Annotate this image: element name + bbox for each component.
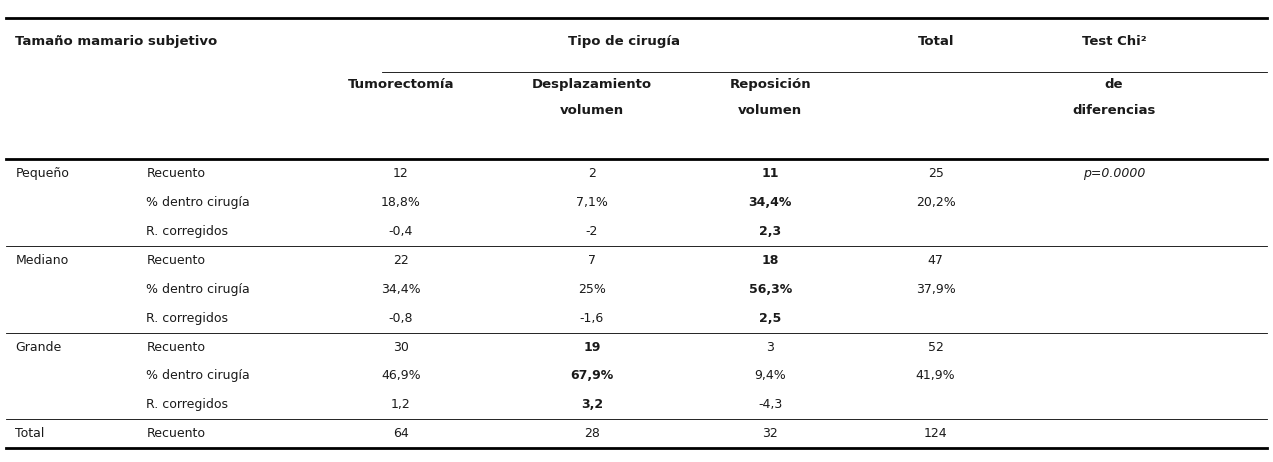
- Text: 67,9%: 67,9%: [570, 370, 614, 383]
- Text: 7,1%: 7,1%: [575, 196, 608, 209]
- Text: 25%: 25%: [578, 283, 606, 296]
- Text: Tumorectomía: Tumorectomía: [348, 78, 454, 91]
- Text: 56,3%: 56,3%: [749, 283, 792, 296]
- Text: 12: 12: [393, 167, 409, 180]
- Text: 34,4%: 34,4%: [381, 283, 421, 296]
- Text: % dentro cirugía: % dentro cirugía: [146, 283, 251, 296]
- Text: 30: 30: [393, 340, 409, 353]
- Text: % dentro cirugía: % dentro cirugía: [146, 196, 251, 209]
- Text: Recuento: Recuento: [146, 340, 205, 353]
- Text: de: de: [1105, 78, 1123, 91]
- Text: 32: 32: [763, 427, 778, 440]
- Text: 3: 3: [766, 340, 774, 353]
- Text: Recuento: Recuento: [146, 254, 205, 267]
- Text: p=0.0000: p=0.0000: [1083, 167, 1144, 180]
- Text: 18: 18: [761, 254, 779, 267]
- Text: R. corregidos: R. corregidos: [146, 312, 228, 325]
- Text: Reposición: Reposición: [729, 78, 811, 91]
- Text: Total: Total: [918, 35, 953, 48]
- Text: -0,8: -0,8: [388, 312, 414, 325]
- Text: R. corregidos: R. corregidos: [146, 225, 228, 238]
- Text: diferencias: diferencias: [1072, 104, 1156, 117]
- Text: % dentro cirugía: % dentro cirugía: [146, 370, 251, 383]
- Text: -4,3: -4,3: [757, 398, 783, 411]
- Text: -1,6: -1,6: [579, 312, 605, 325]
- Text: Recuento: Recuento: [146, 167, 205, 180]
- Text: 52: 52: [928, 340, 943, 353]
- Text: 47: 47: [928, 254, 943, 267]
- Text: 19: 19: [583, 340, 601, 353]
- Text: Pequeño: Pequeño: [15, 167, 69, 180]
- Text: Tamaño mamario subjetivo: Tamaño mamario subjetivo: [15, 35, 218, 48]
- Text: 25: 25: [928, 167, 943, 180]
- Text: volumen: volumen: [560, 104, 624, 117]
- Text: 124: 124: [924, 427, 947, 440]
- Text: 2,3: 2,3: [759, 225, 782, 238]
- Text: -2: -2: [586, 225, 598, 238]
- Text: 1,2: 1,2: [391, 398, 411, 411]
- Text: 20,2%: 20,2%: [915, 196, 956, 209]
- Text: Desplazamiento: Desplazamiento: [532, 78, 652, 91]
- Text: 28: 28: [584, 427, 600, 440]
- Text: Tipo de cirugía: Tipo de cirugía: [568, 35, 680, 48]
- Text: 41,9%: 41,9%: [915, 370, 956, 383]
- Text: Grande: Grande: [15, 340, 61, 353]
- Text: 2: 2: [588, 167, 596, 180]
- Text: 11: 11: [761, 167, 779, 180]
- Text: 22: 22: [393, 254, 409, 267]
- Text: -0,4: -0,4: [388, 225, 414, 238]
- Text: Total: Total: [15, 427, 45, 440]
- Text: R. corregidos: R. corregidos: [146, 398, 228, 411]
- Text: 64: 64: [393, 427, 409, 440]
- Text: Test Chi²: Test Chi²: [1082, 35, 1146, 48]
- Text: 3,2: 3,2: [580, 398, 603, 411]
- Text: Mediano: Mediano: [15, 254, 69, 267]
- Text: volumen: volumen: [738, 104, 802, 117]
- Text: 18,8%: 18,8%: [381, 196, 421, 209]
- Text: 2,5: 2,5: [759, 312, 782, 325]
- Text: 7: 7: [588, 254, 596, 267]
- Text: 46,9%: 46,9%: [381, 370, 421, 383]
- Text: 37,9%: 37,9%: [915, 283, 956, 296]
- Text: Recuento: Recuento: [146, 427, 205, 440]
- Text: 34,4%: 34,4%: [749, 196, 792, 209]
- Text: 9,4%: 9,4%: [755, 370, 785, 383]
